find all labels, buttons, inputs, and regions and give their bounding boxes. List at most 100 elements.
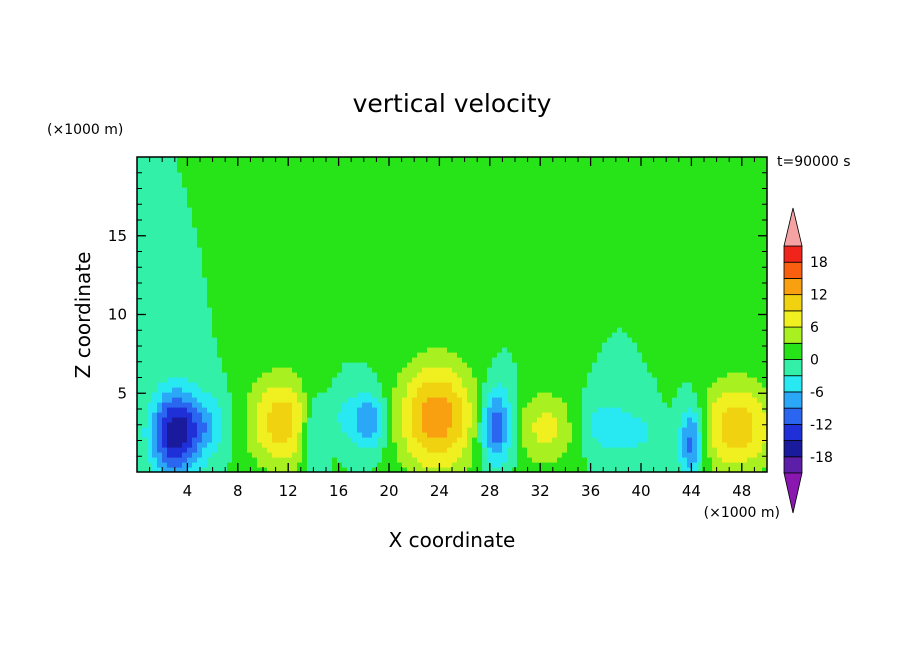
field-cell [302,442,308,448]
field-cell [282,452,288,458]
field-cell [247,427,253,433]
field-cell [242,467,248,472]
field-cell [627,422,633,428]
field-cell [257,332,263,338]
field-cell [522,297,528,303]
field-cell [522,327,528,333]
field-cell [727,307,733,313]
field-cell [517,327,523,333]
field-cell [187,297,193,303]
field-cell [652,457,658,463]
field-cell [722,437,728,443]
field-cell [457,342,463,348]
field-cell [242,432,248,438]
field-cell [492,382,498,388]
field-cell [742,372,748,378]
field-cell [732,337,738,343]
field-cell [557,397,563,403]
field-cell [312,382,318,388]
field-cell [587,432,593,438]
field-cell [207,417,213,423]
field-cell [607,352,613,358]
field-cell [287,282,293,288]
field-cell [227,352,233,358]
field-cell [157,407,163,413]
field-cell [182,437,188,443]
field-cell [202,322,208,328]
field-cell [442,362,448,368]
field-cell [637,427,643,433]
field-cell [302,347,308,353]
field-cell [502,437,508,443]
field-cell [312,332,318,338]
field-cell [207,442,213,448]
field-cell [717,392,723,398]
field-cell [287,402,293,408]
field-cell [492,452,498,458]
field-cell [722,292,728,298]
field-cell [212,457,218,463]
field-cell [182,367,188,373]
field-cell [437,342,443,348]
field-cell [637,452,643,458]
field-cell [217,437,223,443]
field-cell [232,467,238,472]
field-cell [262,337,268,343]
field-cell [617,352,623,358]
field-cell [572,287,578,293]
field-cell [387,392,393,398]
field-cell [172,317,178,323]
field-cell [442,462,448,468]
field-cell [562,282,568,288]
field-cell [627,397,633,403]
field-cell [402,467,408,472]
field-cell [147,332,153,338]
field-cell [307,382,313,388]
field-cell [252,372,258,378]
field-cell [757,327,763,333]
field-cell [567,292,573,298]
field-cell [512,402,518,408]
field-cell [527,312,533,318]
field-cell [377,362,383,368]
field-cell [217,452,223,458]
field-cell [407,337,413,343]
field-cell [227,442,233,448]
field-cell [687,377,693,383]
field-cell [247,282,253,288]
field-cell [577,307,583,313]
field-cell [632,457,638,463]
field-cell [407,427,413,433]
field-cell [597,332,603,338]
field-cell [642,292,648,298]
field-cell [397,322,403,328]
field-cell [307,287,313,293]
field-cell [247,342,253,348]
field-cell [557,427,563,433]
field-cell [392,282,398,288]
field-cell [182,422,188,428]
field-cell [472,432,478,438]
field-cell [457,332,463,338]
field-cell [612,437,618,443]
field-cell [667,312,673,318]
field-cell [142,367,148,373]
field-cell [372,362,378,368]
field-cell [207,387,213,393]
field-cell [747,432,753,438]
field-cell [377,302,383,308]
field-cell [352,382,358,388]
field-cell [587,407,593,413]
field-cell [202,307,208,313]
field-cell [587,297,593,303]
field-cell [712,382,718,388]
field-cell [467,417,473,423]
field-cell [742,417,748,423]
field-cell [427,282,433,288]
field-cell [402,412,408,418]
field-cell [162,447,168,453]
field-cell [182,467,188,472]
field-cell [447,442,453,448]
field-cell [182,292,188,298]
field-cell [367,442,373,448]
